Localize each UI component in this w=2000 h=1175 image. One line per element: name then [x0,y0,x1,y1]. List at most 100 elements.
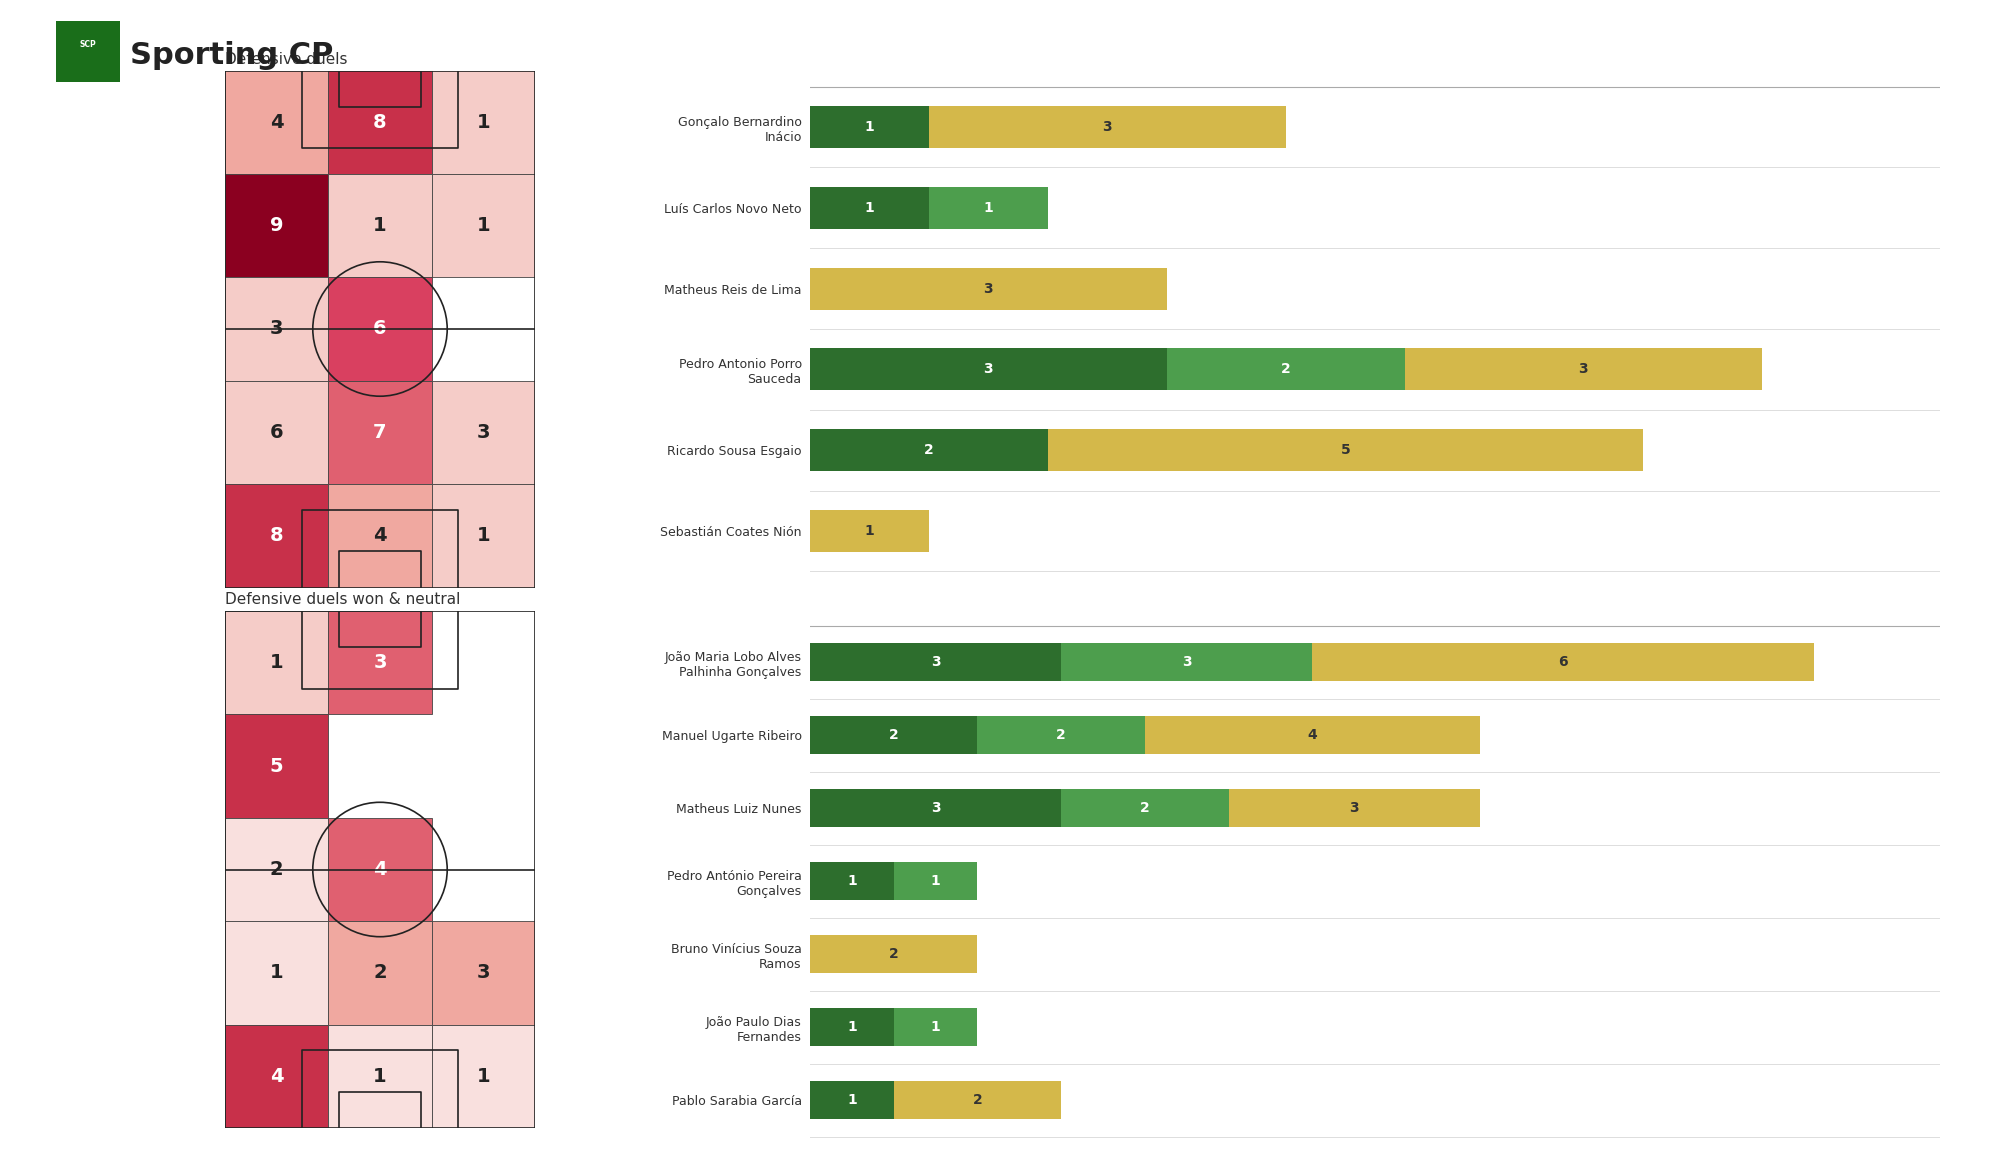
Text: 6: 6 [374,320,386,338]
Bar [224,70,328,174]
Bar [810,862,894,900]
Text: 1: 1 [476,1067,490,1086]
Bar [328,484,432,588]
Bar [328,921,432,1025]
Text: Defensive duels: Defensive duels [224,52,348,67]
Bar [894,862,978,900]
Bar [432,1025,536,1128]
Bar [1312,643,1814,681]
Bar [328,277,432,381]
Bar [1144,717,1480,754]
Text: 1: 1 [476,526,490,545]
Bar [928,106,1286,148]
Text: 6: 6 [270,423,284,442]
Bar [1228,790,1480,827]
Text: 4: 4 [270,113,284,132]
Text: 1: 1 [846,874,856,888]
Text: 2: 2 [374,963,386,982]
Text: 7: 7 [374,423,386,442]
Text: 1: 1 [864,120,874,134]
Bar [224,611,328,714]
Text: 2: 2 [1140,801,1150,815]
Text: 5: 5 [270,757,284,776]
Text: 8: 8 [374,113,386,132]
Text: 3: 3 [476,963,490,982]
Bar [224,484,328,588]
Text: 5: 5 [1340,443,1350,457]
Text: 1: 1 [864,524,874,538]
Text: 3: 3 [270,320,284,338]
Text: 2: 2 [1280,362,1290,376]
Bar [810,1008,894,1046]
Text: 2: 2 [888,947,898,961]
Bar [224,277,328,381]
Bar [810,643,1062,681]
Bar [810,1081,894,1120]
Bar [328,818,432,921]
Bar [432,381,536,484]
Text: 1: 1 [270,653,284,672]
Bar [328,381,432,484]
Bar [1404,348,1762,390]
Text: 6: 6 [1558,656,1568,669]
Bar [224,921,328,1025]
Text: 2: 2 [1056,728,1066,743]
Text: 3: 3 [374,653,386,672]
Bar [810,348,1166,390]
Bar [810,717,978,754]
Text: 9: 9 [270,216,284,235]
Bar [894,1008,978,1046]
Bar [810,790,1062,827]
Text: 3: 3 [930,801,940,815]
Text: 3: 3 [1102,120,1112,134]
Text: 3: 3 [930,656,940,669]
Bar [810,268,1166,309]
Text: 3: 3 [1350,801,1358,815]
Bar [810,187,928,229]
Bar [1166,348,1404,390]
Text: 8: 8 [270,526,284,545]
Text: 1: 1 [374,1067,386,1086]
Text: 2: 2 [270,860,284,879]
Bar [328,611,432,714]
Text: 3: 3 [984,362,994,376]
Bar [224,381,328,484]
Text: 1: 1 [864,201,874,215]
Bar [328,174,432,277]
Text: 1: 1 [984,201,994,215]
Bar [1062,790,1228,827]
Bar [810,106,928,148]
Text: 1: 1 [930,874,940,888]
Text: SCP: SCP [80,40,96,49]
Text: 3: 3 [1578,362,1588,376]
Bar [1062,643,1312,681]
Text: 3: 3 [476,423,490,442]
Text: 4: 4 [374,526,386,545]
Bar [810,510,928,552]
Bar [328,1025,432,1128]
Bar [810,429,1048,471]
Bar [224,174,328,277]
Bar [224,818,328,921]
Text: 4: 4 [270,1067,284,1086]
Text: 3: 3 [1182,656,1192,669]
Bar [928,187,1048,229]
Text: 4: 4 [1308,728,1318,743]
Bar [894,1081,1062,1120]
Text: 4: 4 [374,860,386,879]
Text: 1: 1 [476,113,490,132]
Text: 1: 1 [930,1020,940,1034]
Text: Sporting CP: Sporting CP [130,41,334,70]
Text: 1: 1 [374,216,386,235]
Bar [328,70,432,174]
Text: 1: 1 [476,216,490,235]
Text: 1: 1 [270,963,284,982]
Bar [810,935,978,973]
Bar [224,714,328,818]
Text: 2: 2 [924,443,934,457]
Bar [978,717,1144,754]
Text: Defensive duels won & neutral: Defensive duels won & neutral [224,592,460,607]
Text: 2: 2 [888,728,898,743]
FancyBboxPatch shape [54,19,122,85]
Bar [224,1025,328,1128]
